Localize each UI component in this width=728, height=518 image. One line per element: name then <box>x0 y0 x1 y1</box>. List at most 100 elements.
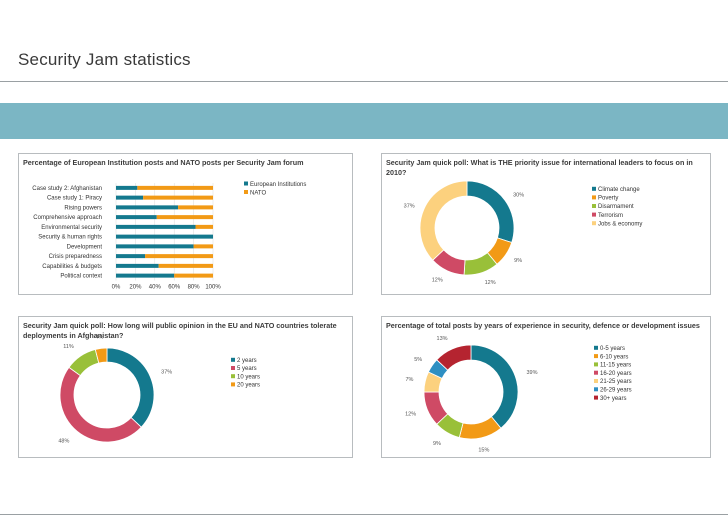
legend-label-21-25-years: 21-25 years <box>600 379 632 385</box>
slice-climate-change <box>466 180 515 244</box>
category-label-capabilities-budgets: Capabilities & budgets <box>42 264 102 270</box>
bar-chart-title: Percentage of European Institution posts… <box>23 158 304 167</box>
legend-swatch-6-10-years <box>594 354 598 359</box>
slice-label-26-29-years: 5% <box>414 357 422 363</box>
legend-label-2-years: 2 years <box>237 358 257 364</box>
legend-label-30-years: 30+ years <box>600 396 627 402</box>
bar-european-institutions-capabilities-budgets <box>116 263 159 268</box>
slice-20-years <box>94 347 108 364</box>
slice-label-0-5-years: 39% <box>527 370 538 376</box>
category-label-development: Development <box>67 244 103 250</box>
bar-nato-crisis-preparedness <box>145 254 213 259</box>
slice-label-jobs-economy: 37% <box>404 203 415 209</box>
legend-swatch-30-years <box>594 395 598 400</box>
bar-nato-capabilities-budgets <box>158 263 213 268</box>
legend-label-26-29-years: 26-29 years <box>600 388 632 394</box>
bar-european-institutions-rising-powers <box>116 205 179 210</box>
legend-label-11-15-years: 11-15 years <box>600 363 631 369</box>
slice-label-11-15-years: 9% <box>433 441 441 447</box>
bar-nato-political-context <box>174 273 213 278</box>
legend-label-disarmament: Disarmament <box>598 204 634 210</box>
bar-chart: 0% 20% 40% 60% 80% 100% Case study 2: Afghanis… <box>32 181 306 291</box>
bar-european-institutions-comprehensive-approach <box>116 215 157 220</box>
slice-label-30-years: 13% <box>437 336 448 342</box>
bar-european-institutions-development <box>116 244 194 249</box>
slice-label-21-25-years: 7% <box>405 377 413 383</box>
bar-nato-case-study-1-piracy <box>143 195 213 200</box>
category-label-case-study-2-afghanistan: Case study 2: Afghanistan <box>32 186 102 192</box>
legend-swatch-26-29-years <box>594 387 598 392</box>
category-label-crisis-preparedness: Crisis preparedness <box>49 254 102 260</box>
slice-label-disarmament: 12% <box>485 280 496 286</box>
bar-nato-development <box>193 244 213 249</box>
legend-swatch-10-years <box>231 374 235 379</box>
legend-swatch-european-institutions <box>244 181 248 186</box>
legend-swatch-terrorism <box>592 212 596 217</box>
legend-swatch-5-years <box>231 366 235 370</box>
legend-label-poverty: Poverty <box>598 196 618 202</box>
slice-30-years <box>436 344 472 371</box>
bar-nato-rising-powers <box>178 205 213 210</box>
footer-divider <box>0 514 728 515</box>
x-tick-label: 100% <box>205 285 221 291</box>
category-label-security-human-rights: Security & human rights <box>38 235 102 241</box>
bar-european-institutions-crisis-preparedness <box>116 254 146 259</box>
legend-swatch-2-years <box>231 357 235 362</box>
legend-label-terrorism: Terrorism <box>598 213 623 219</box>
priority-issue-panel: Security Jam quick poll: What is THE pri… <box>381 153 711 295</box>
title-divider <box>0 81 728 82</box>
header-band <box>0 103 728 139</box>
bar-european-institutions-case-study-1-piracy <box>116 195 144 200</box>
x-tick-label: 20% <box>129 285 142 291</box>
slice-label-20-years: 4% <box>96 334 104 340</box>
tolerance-title: Security Jam quick poll: How long will p… <box>23 321 337 340</box>
legend-swatch-20-years <box>231 382 235 387</box>
tolerance-panel: Security Jam quick poll: How long will p… <box>18 316 353 458</box>
category-label-rising-powers: Rising powers <box>64 205 102 211</box>
legend-swatch-nato <box>244 190 248 194</box>
legend-swatch-climate-change <box>592 186 596 191</box>
legend-label-10-years: 10 years <box>237 374 260 380</box>
x-tick-label: 60% <box>168 285 181 291</box>
page-title: Security Jam statistics <box>18 50 191 69</box>
slice-label-5-years: 48% <box>58 438 69 444</box>
bar-european-institutions-case-study-2-afghanistan <box>116 185 138 190</box>
legend-label-0-5-years: 0-5 years <box>600 346 625 352</box>
priority-issue-title: Security Jam quick poll: What is THE pri… <box>386 158 693 177</box>
bar-nato-environmental-security <box>195 224 213 229</box>
x-tick-label: 0% <box>112 285 121 291</box>
category-label-comprehensive-approach: Comprehensive approach <box>33 215 102 221</box>
legend-swatch-disarmament <box>592 204 596 208</box>
slice-2-years <box>106 347 155 428</box>
slice-label-climate-change: 30% <box>513 192 524 198</box>
x-tick-label: 40% <box>149 285 162 291</box>
legend-label-5-years: 5 years <box>237 366 257 372</box>
category-label-environmental-security: Environmental security <box>41 225 102 231</box>
bar-nato-comprehensive-approach <box>156 215 213 220</box>
slice-label-terrorism: 12% <box>432 278 443 284</box>
bar-european-institutions-security-human-rights <box>116 234 213 239</box>
category-label-case-study-1-piracy: Case study 1: Piracy <box>47 196 102 202</box>
legend-label-climate-change: Climate change <box>598 187 640 193</box>
experience-donut-chart: 39% 15% 9% 12% 7% 5% 13% 0-5 years 6-10 years 11-… <box>405 336 632 454</box>
legend-label-6-10-years: 6-10 years <box>600 354 628 360</box>
legend-label-jobs-economy: Jobs & economy <box>598 221 642 227</box>
slice-label-6-10-years: 15% <box>478 448 489 454</box>
legend-swatch-16-20-years <box>594 370 598 375</box>
slice-5-years <box>59 366 142 443</box>
priority-issue-donut-chart: 30% 9% 12% 12% 37% Climate change Poverty Disar… <box>404 180 642 286</box>
bar-european-institutions-environmental-security <box>116 224 196 229</box>
slice-label-10-years: 11% <box>63 344 74 350</box>
legend-swatch-poverty <box>592 195 596 200</box>
legend-swatch-jobs-economy <box>592 221 596 226</box>
x-tick-label: 80% <box>188 285 201 291</box>
slice-0-5-years <box>470 344 519 429</box>
slice-jobs-economy <box>419 180 468 261</box>
experience-title: Percentage of total posts by years of ex… <box>386 321 700 330</box>
legend-label-nato: NATO <box>250 191 266 197</box>
legend-swatch-11-15-years <box>594 362 598 367</box>
tolerance-donut-chart: 37% 48% 11% 4% 2 years 5 years 10 years 20 year… <box>58 334 260 444</box>
legend-swatch-0-5-years <box>594 345 598 350</box>
legend-label-european-institutions: European Institutions <box>250 182 306 188</box>
legend-label-20-years: 20 years <box>237 383 260 389</box>
